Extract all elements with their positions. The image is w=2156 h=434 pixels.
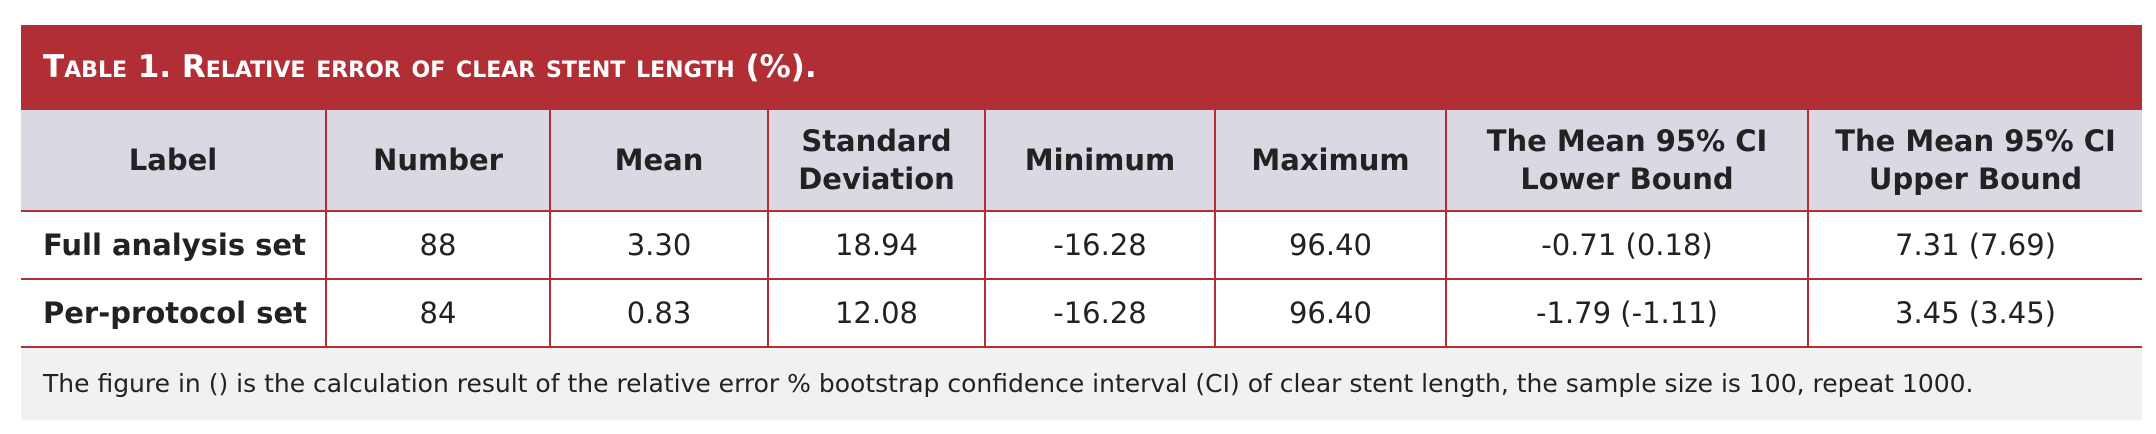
header-cell: Minimum — [984, 110, 1215, 212]
header-cell: The Mean 95% CI Lower Bound — [1445, 110, 1808, 212]
table-figure: Table 1. Relative error of clear stent l… — [21, 25, 2142, 420]
table-body: Full analysis set 88 3.30 18.94 -16.28 96.40-… — [21, 211, 2142, 348]
table-cell: 88 — [325, 211, 550, 280]
row-label: Full analysis set — [21, 211, 326, 280]
table-cell: 18.94 — [767, 211, 985, 280]
table-cell: 12.08 — [767, 279, 985, 348]
table-cell: 0.83 — [549, 279, 768, 348]
table-row: Full analysis set 88 3.30 18.94 -16.28 96.40-… — [21, 211, 2142, 280]
table-title: Table 1. Relative error of clear stent l… — [21, 25, 2142, 110]
header-cell: Maximum — [1214, 110, 1446, 212]
footnote: The figure in () is the calculation resu… — [21, 348, 2142, 420]
table-cell: -16.28 — [984, 211, 1215, 280]
table-cell: 96.40 — [1214, 279, 1446, 348]
table-cell: 84 — [325, 279, 550, 348]
table-cell: 3.30 — [549, 211, 768, 280]
table-cell: 96.40 — [1214, 211, 1446, 280]
header-cell: The Mean 95% CI Upper Bound — [1807, 110, 2142, 212]
header-cell: Label — [21, 110, 326, 212]
header-row: Label Number Mean Standard Deviation Minimum… — [21, 110, 2142, 212]
table-cell: 3.45 (3.45) — [1807, 279, 2142, 348]
table-cell: -1.79 (-1.11) — [1445, 279, 1808, 348]
row-label: Per-protocol set — [21, 279, 326, 348]
header-cell: Mean — [549, 110, 768, 212]
table-cell: -0.71 (0.18) — [1445, 211, 1808, 280]
table-cell: 7.31 (7.69) — [1807, 211, 2142, 280]
header-cell: Standard Deviation — [767, 110, 985, 212]
header-cell: Number — [325, 110, 550, 212]
table-row: Per-protocol set 84 0.83 12.08 -16.28 96.40 -1… — [21, 279, 2142, 348]
table-cell: -16.28 — [984, 279, 1215, 348]
table: Label Number Mean Standard Deviation Minimum… — [21, 110, 2142, 348]
